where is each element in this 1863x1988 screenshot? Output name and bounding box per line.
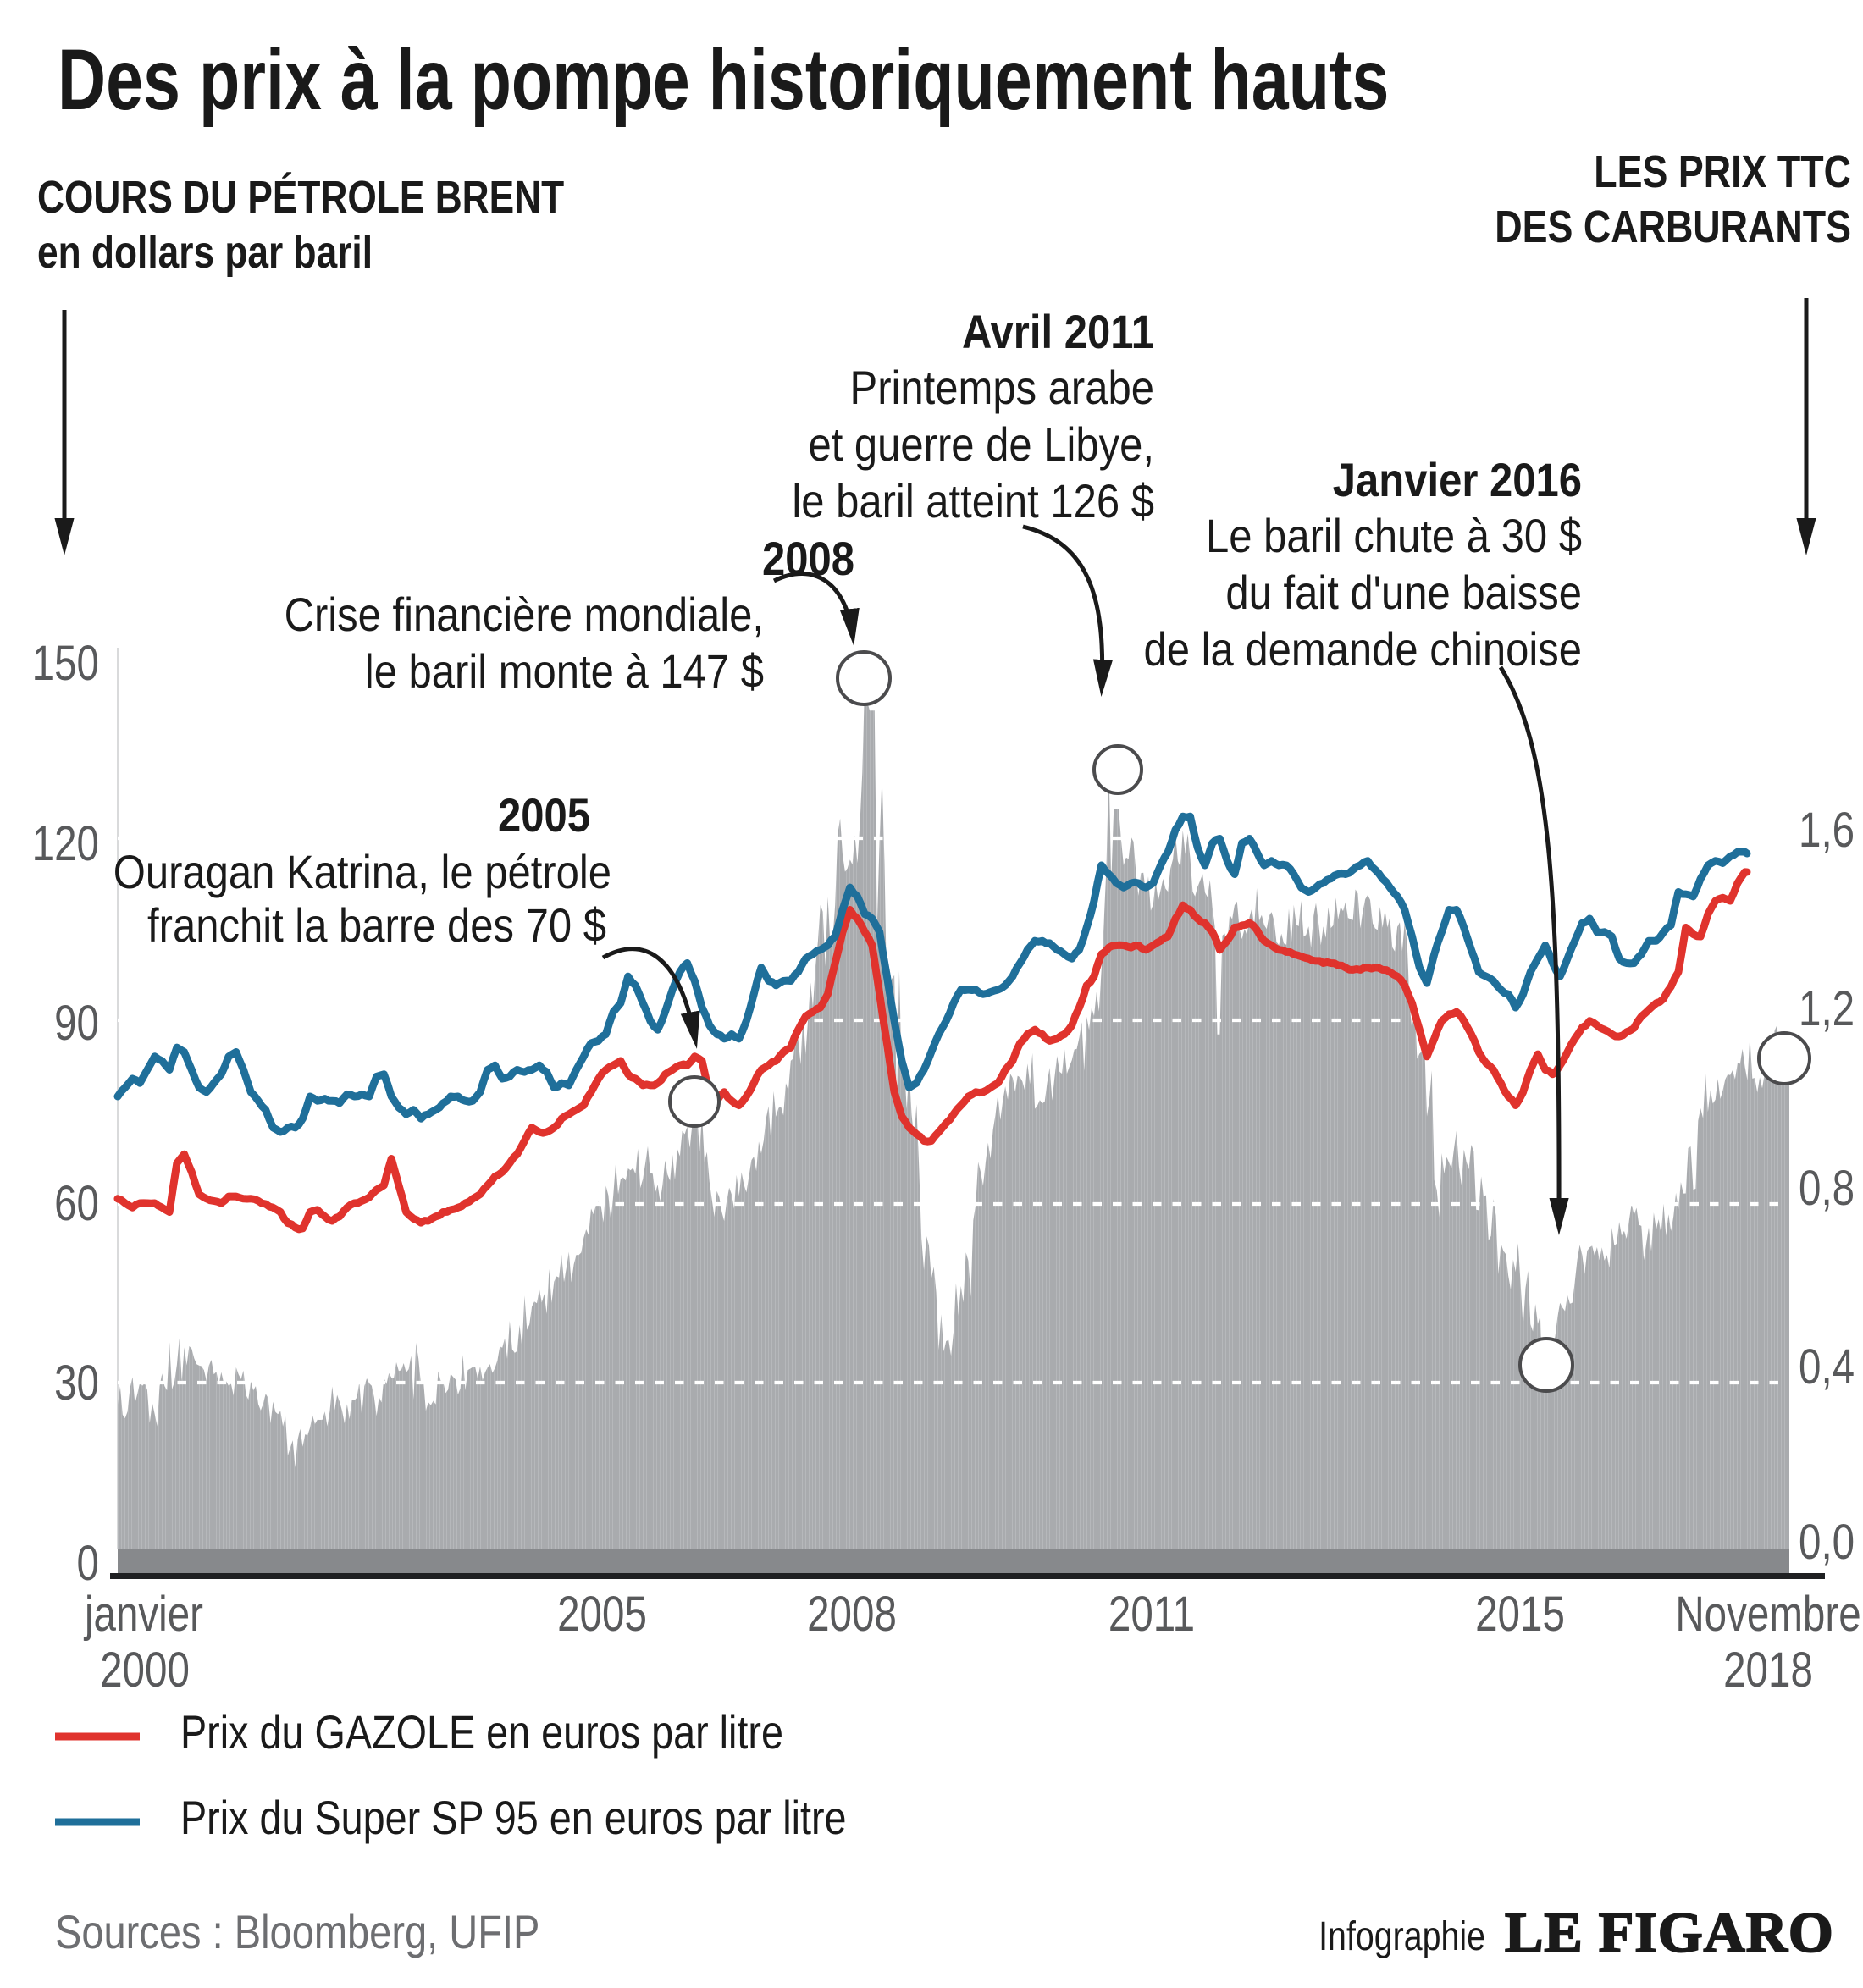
svg-text:0: 0 bbox=[77, 1537, 99, 1592]
svg-text:Crise financière mondiale,: Crise financière mondiale, bbox=[285, 588, 764, 642]
svg-text:le baril atteint 126 $: le baril atteint 126 $ bbox=[792, 475, 1154, 528]
svg-text:0,0: 0,0 bbox=[1799, 1516, 1855, 1571]
svg-text:1,2: 1,2 bbox=[1799, 982, 1855, 1037]
svg-text:2018: 2018 bbox=[1723, 1643, 1813, 1698]
svg-text:du fait d'une baisse: du fait d'une baisse bbox=[1225, 566, 1582, 620]
svg-text:Avril 2011: Avril 2011 bbox=[962, 306, 1154, 359]
svg-text:Prix du Super SP 95 en euros p: Prix du Super SP 95 en euros par litre bbox=[180, 1791, 847, 1844]
svg-text:150: 150 bbox=[32, 637, 99, 692]
svg-text:Prix du GAZOLE en euros par li: Prix du GAZOLE en euros par litre bbox=[180, 1705, 783, 1759]
svg-text:2000: 2000 bbox=[100, 1643, 190, 1698]
svg-text:en dollars par baril: en dollars par baril bbox=[37, 227, 373, 278]
svg-text:Le baril chute à 30 $: Le baril chute à 30 $ bbox=[1206, 510, 1582, 563]
svg-text:Novembre: Novembre bbox=[1675, 1588, 1860, 1643]
svg-text:COURS DU PÉTROLE BRENT: COURS DU PÉTROLE BRENT bbox=[37, 171, 564, 223]
svg-text:Des prix à la pompe historique: Des prix à la pompe historiquement hauts bbox=[58, 31, 1389, 128]
svg-text:2015: 2015 bbox=[1475, 1588, 1565, 1643]
svg-text:2008: 2008 bbox=[807, 1588, 897, 1643]
svg-text:DES CARBURANTS: DES CARBURANTS bbox=[1495, 201, 1851, 252]
svg-text:90: 90 bbox=[54, 997, 99, 1052]
svg-text:le baril monte à 147 $: le baril monte à 147 $ bbox=[365, 645, 764, 699]
svg-text:Janvier 2016: Janvier 2016 bbox=[1333, 454, 1582, 507]
svg-text:de la demande chinoise: de la demande chinoise bbox=[1143, 623, 1582, 676]
svg-text:0,4: 0,4 bbox=[1799, 1340, 1855, 1395]
svg-text:Sources : Bloomberg, UFIP: Sources : Bloomberg, UFIP bbox=[55, 1905, 539, 1958]
svg-text:2005: 2005 bbox=[498, 789, 590, 842]
svg-text:LES PRIX TTC: LES PRIX TTC bbox=[1594, 146, 1851, 197]
svg-text:120: 120 bbox=[32, 817, 99, 872]
svg-text:franchit la barre des 70 $: franchit la barre des 70 $ bbox=[147, 899, 606, 953]
svg-text:0,8: 0,8 bbox=[1799, 1162, 1855, 1217]
svg-text:Printemps arabe: Printemps arabe bbox=[850, 362, 1154, 415]
svg-text:Infographie: Infographie bbox=[1318, 1913, 1485, 1959]
svg-text:2008: 2008 bbox=[762, 533, 854, 586]
svg-text:2011: 2011 bbox=[1108, 1588, 1195, 1643]
svg-text:Ouragan Katrina, le pétrole: Ouragan Katrina, le pétrole bbox=[113, 846, 611, 899]
svg-text:janvier: janvier bbox=[83, 1588, 203, 1643]
svg-text:1,6: 1,6 bbox=[1799, 803, 1855, 859]
svg-text:60: 60 bbox=[54, 1177, 99, 1232]
svg-text:30: 30 bbox=[54, 1356, 99, 1411]
svg-text:2005: 2005 bbox=[557, 1588, 647, 1643]
svg-text:et guerre de Libye,: et guerre de Libye, bbox=[808, 418, 1154, 472]
svg-text:LE FIGARO: LE FIGARO bbox=[1505, 1900, 1834, 1964]
